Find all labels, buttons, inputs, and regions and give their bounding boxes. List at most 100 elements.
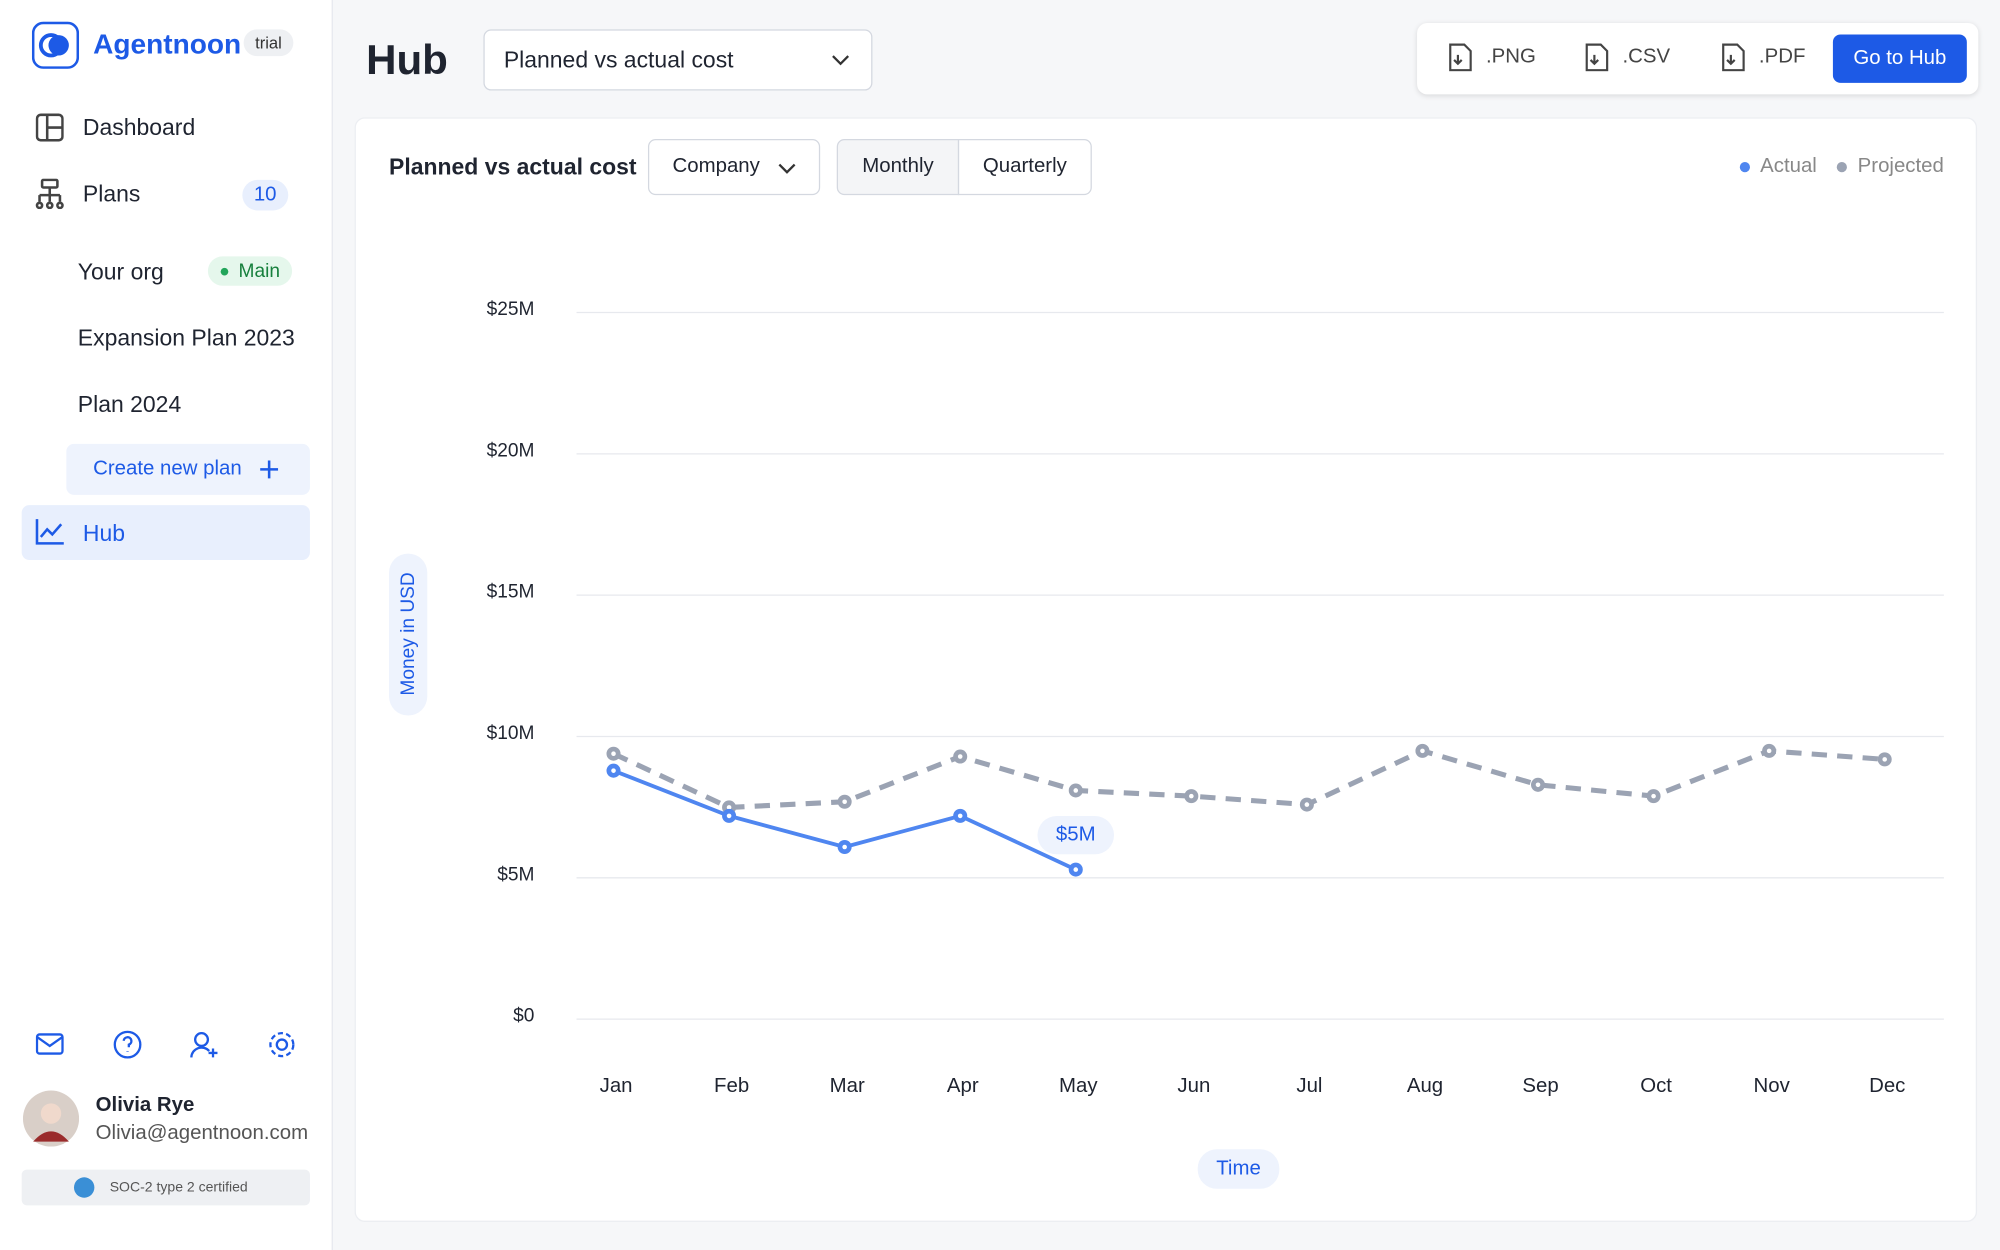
y-tick-label: $5M: [497, 864, 534, 885]
point-center: [1766, 748, 1772, 754]
view-select-text: Planned vs actual cost: [503, 46, 734, 73]
legend-dot: [1837, 161, 1848, 173]
footer-icons: [35, 1030, 295, 1059]
chart: $0 $5M $10M $15M $20M $25M Jan Feb Mar Apr May Jun J…: [487, 299, 1944, 1097]
chevron: [832, 55, 850, 66]
series-line: [612, 768, 1077, 872]
point-center: [842, 844, 847, 850]
toggle[interactable]: Monthly: [836, 139, 960, 196]
view-select[interactable]: Planned vs actual cost: [483, 29, 873, 91]
point-center: [1304, 802, 1310, 807]
legend-dot: [1739, 161, 1750, 173]
toggle-text: Monthly: [862, 155, 934, 178]
main-tag-text: Main: [238, 260, 280, 282]
cert: SOC-2 type 2 certified: [21, 1169, 310, 1206]
hub-active[interactable]: Hub: [21, 505, 310, 560]
x-tick-label: Aug: [1407, 1075, 1443, 1097]
value-label: $5M: [1056, 824, 1096, 846]
page-title: Hub: [366, 35, 448, 83]
avatar: [22, 1090, 80, 1147]
point-center: [726, 805, 732, 810]
point-center: [726, 813, 732, 819]
legend-label: Projected: [1857, 155, 1944, 178]
x-tick-label: Nov: [1754, 1075, 1791, 1097]
x-tick-label: Mar: [830, 1075, 865, 1097]
export-label: .PNG: [1485, 45, 1536, 68]
nav-item[interactable]: Dashboard: [82, 114, 196, 141]
export-button[interactable]: .PNG: [1448, 43, 1536, 72]
file-icon: [1449, 43, 1472, 72]
cert-text: SOC-2 type 2 certified: [109, 1179, 248, 1196]
x-tick-label: Jan: [600, 1075, 633, 1097]
series-line: [612, 748, 1885, 810]
point-center: [1189, 793, 1194, 799]
x-tick-label: Sep: [1522, 1075, 1558, 1097]
x-tick-label: Jun: [1177, 1075, 1210, 1097]
x-tick-label: Oct: [1640, 1075, 1672, 1097]
chart-card: [354, 117, 1978, 1222]
x-tick-label: Apr: [947, 1075, 979, 1097]
hub-label: Hub: [82, 520, 126, 546]
x-axis-label-text: Time: [1216, 1157, 1261, 1180]
x-tick-label: May: [1059, 1075, 1098, 1097]
plans-icon: [35, 178, 64, 210]
y-tick-label: $25M: [487, 299, 535, 320]
legend-item: Actual: [1739, 155, 1817, 179]
sidebar: Agentnoon trial Dashboard Plans 10 Your …: [0, 0, 333, 1250]
export-label: .CSV: [1622, 45, 1671, 68]
plan-item[interactable]: Expansion Plan 2023: [77, 325, 295, 351]
logo: [31, 21, 80, 69]
y-tick-label: $15M: [487, 582, 535, 603]
company-text: Company: [672, 155, 760, 178]
point-center: [1651, 793, 1656, 799]
plan-item[interactable]: Plan 2024: [77, 391, 182, 418]
x-tick-label: Jul: [1296, 1075, 1322, 1097]
brand: Agentnoon: [93, 28, 242, 60]
y-tick-label: $0: [513, 1006, 534, 1027]
go-hub-text: Go to Hub: [1853, 47, 1947, 69]
value-label-bg: [1037, 816, 1115, 855]
point-center: [611, 768, 616, 773]
nav-item[interactable]: Plans: [82, 181, 141, 207]
point-center: [842, 799, 847, 805]
y-tick-label: $20M: [487, 440, 535, 461]
file-icon: [1585, 43, 1609, 72]
point-center: [611, 751, 616, 757]
export-button[interactable]: .PDF: [1721, 43, 1806, 72]
chevron: [778, 163, 796, 174]
trial-badge: trial: [243, 29, 294, 57]
export-label: .PDF: [1758, 45, 1806, 68]
legend-item: Projected: [1837, 156, 1944, 179]
point-center: [957, 754, 963, 759]
plus-icon: [260, 460, 279, 479]
dashboard-icon: [35, 113, 64, 142]
y-label-pill: Money in USD: [389, 553, 428, 716]
legend-label: Actual: [1760, 155, 1817, 178]
point-center: [957, 813, 963, 819]
toolbar: .PNG .CSV .PDF Go to Hub: [1417, 22, 1979, 95]
x-tick-label: Dec: [1869, 1075, 1905, 1097]
plans-count: 10: [242, 179, 289, 211]
hub-icon: [35, 519, 64, 545]
user-email: Olivia@agentnoon.com: [95, 1122, 309, 1145]
plan-item[interactable]: Your org: [77, 258, 164, 285]
toggle[interactable]: Quarterly: [957, 139, 1092, 196]
file-icon: [1722, 43, 1745, 72]
go-hub-button[interactable]: Go to Hub: [1832, 34, 1967, 83]
export-button[interactable]: .CSV: [1584, 43, 1671, 72]
x-axis-label: Time: [1197, 1149, 1280, 1189]
legend: Actual Projected: [1739, 155, 1944, 179]
chart-title: Planned vs actual cost: [389, 154, 637, 180]
main-tag: Main: [207, 256, 292, 286]
point-center: [1073, 788, 1079, 793]
point-center: [1420, 748, 1425, 754]
point-center: [1535, 782, 1541, 788]
create-plan-text: Create new plan: [93, 457, 242, 480]
toggle-text: Quarterly: [982, 155, 1067, 178]
x-tick-label: Feb: [714, 1075, 749, 1097]
create-plan[interactable]: Create new plan: [66, 443, 310, 495]
company-filter[interactable]: Company: [647, 139, 821, 196]
user-name: Olivia Rye: [95, 1094, 195, 1117]
point-center: [1882, 757, 1887, 762]
